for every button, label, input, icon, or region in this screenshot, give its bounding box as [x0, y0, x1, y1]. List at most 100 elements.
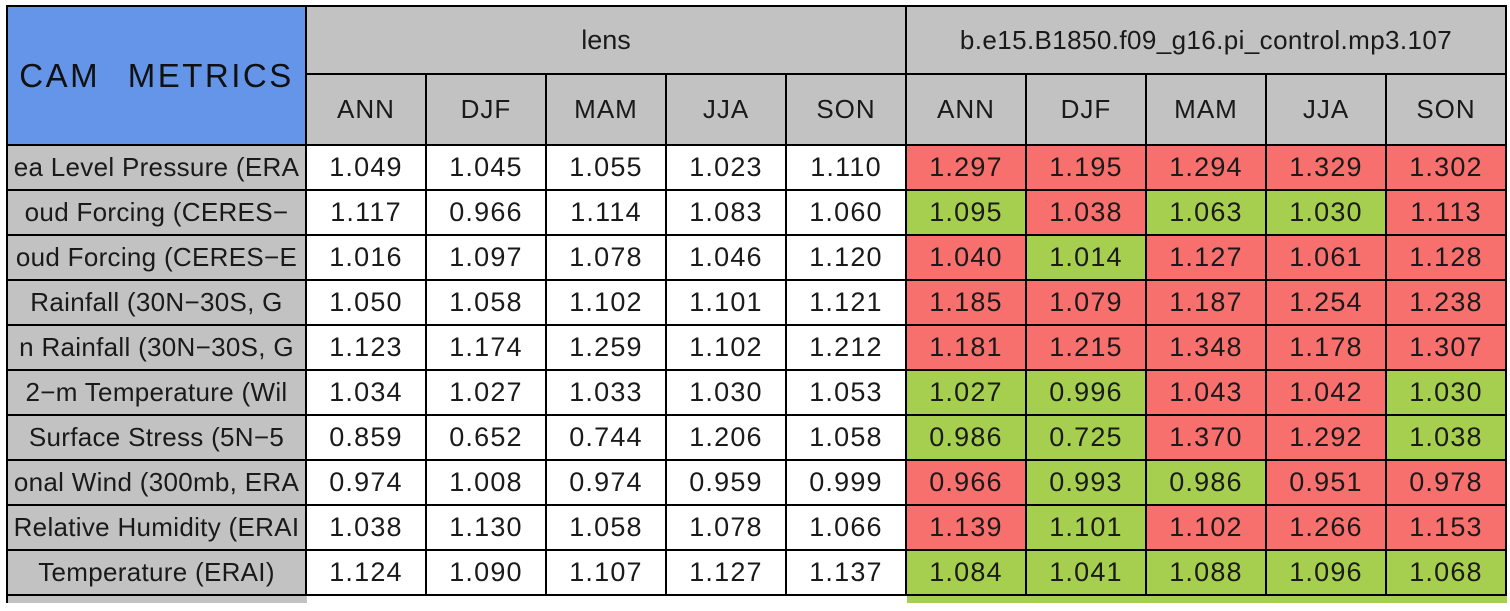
- metric-cell-model: 1.038: [1387, 416, 1507, 461]
- metric-cell-model: 1.088: [1147, 551, 1267, 596]
- metric-cell-model: 1.348: [1147, 326, 1267, 371]
- metric-cell-model: 1.302: [1387, 146, 1507, 191]
- metric-cell-model: 1.113: [1387, 191, 1507, 236]
- metric-cell-lens: 1.078: [547, 236, 667, 281]
- bottom-bleed-strip: [547, 596, 667, 603]
- metric-cell-model: 1.297: [907, 146, 1027, 191]
- metric-cell-model: 0.986: [907, 416, 1027, 461]
- metric-cell-lens: 1.030: [667, 371, 787, 416]
- metric-cell-lens: 1.110: [787, 146, 907, 191]
- bottom-bleed-strip: [1027, 596, 1147, 603]
- metric-cell-lens: 1.259: [547, 326, 667, 371]
- metric-cell-model: 1.238: [1387, 281, 1507, 326]
- cam-metrics-table: CAM METRICS lens b.e15.B1850.f09_g16.pi_…: [6, 5, 1507, 603]
- season-header: ANN: [907, 75, 1027, 146]
- bottom-bleed-strip: [1387, 596, 1507, 603]
- metric-cell-model: 1.084: [907, 551, 1027, 596]
- metric-cell-lens: 0.999: [787, 461, 907, 506]
- metric-cell-model: 1.153: [1387, 506, 1507, 551]
- row-label: n Rainfall (30N−30S, G: [8, 326, 307, 371]
- metric-cell-model: 1.063: [1147, 191, 1267, 236]
- season-header: JJA: [667, 75, 787, 146]
- metric-cell-model: 1.014: [1027, 236, 1147, 281]
- row-label: Surface Stress (5N−5: [8, 416, 307, 461]
- metric-cell-lens: 1.117: [307, 191, 427, 236]
- metric-cell-model: 1.294: [1147, 146, 1267, 191]
- season-header: DJF: [427, 75, 547, 146]
- metric-cell-model: 1.041: [1027, 551, 1147, 596]
- metric-cell-lens: 1.121: [787, 281, 907, 326]
- metric-cell-model: 0.986: [1147, 461, 1267, 506]
- metric-cell-model: 1.329: [1267, 146, 1387, 191]
- metric-cell-model: 1.187: [1147, 281, 1267, 326]
- season-header: SON: [1387, 75, 1507, 146]
- metric-cell-lens: 1.046: [667, 236, 787, 281]
- metric-cell-model: 1.292: [1267, 416, 1387, 461]
- metric-cell-lens: 1.066: [787, 506, 907, 551]
- metric-cell-model: 1.042: [1267, 371, 1387, 416]
- metric-cell-lens: 1.058: [547, 506, 667, 551]
- metric-cell-lens: 1.034: [307, 371, 427, 416]
- metric-cell-model: 1.266: [1267, 506, 1387, 551]
- metric-cell-model: 0.993: [1027, 461, 1147, 506]
- table-title-cell: CAM METRICS: [8, 7, 307, 146]
- metric-cell-lens: 1.058: [787, 416, 907, 461]
- metric-cell-lens: 1.083: [667, 191, 787, 236]
- metric-cell-model: 1.307: [1387, 326, 1507, 371]
- metric-cell-lens: 1.101: [667, 281, 787, 326]
- row-label: Rainfall (30N−30S, G: [8, 281, 307, 326]
- metric-cell-model: 0.725: [1027, 416, 1147, 461]
- metric-cell-lens: 1.107: [547, 551, 667, 596]
- metric-cell-model: 1.040: [907, 236, 1027, 281]
- metric-cell-model: 1.030: [1387, 371, 1507, 416]
- column-group-lens: lens: [307, 7, 907, 75]
- row-label: oud Forcing (CERES−: [8, 191, 307, 236]
- metric-cell-model: 1.178: [1267, 326, 1387, 371]
- metric-cell-model: 1.038: [1027, 191, 1147, 236]
- metric-cell-model: 1.181: [907, 326, 1027, 371]
- metric-cell-model: 1.030: [1267, 191, 1387, 236]
- bottom-bleed-strip: [907, 596, 1027, 603]
- row-label: ea Level Pressure (ERA: [8, 146, 307, 191]
- row-label: onal Wind (300mb, ERA: [8, 461, 307, 506]
- metric-cell-lens: 0.652: [427, 416, 547, 461]
- metric-cell-model: 1.254: [1267, 281, 1387, 326]
- row-label: Temperature (ERAI): [8, 551, 307, 596]
- bottom-bleed-strip: [1147, 596, 1267, 603]
- season-header: SON: [787, 75, 907, 146]
- bottom-bleed-strip: [307, 596, 427, 603]
- metric-cell-model: 1.102: [1147, 506, 1267, 551]
- metric-cell-model: 1.096: [1267, 551, 1387, 596]
- metric-cell-model: 0.978: [1387, 461, 1507, 506]
- metric-cell-lens: 1.078: [667, 506, 787, 551]
- metric-cell-model: 1.215: [1027, 326, 1147, 371]
- metric-cell-lens: 0.974: [547, 461, 667, 506]
- season-header: MAM: [1147, 75, 1267, 146]
- metric-cell-lens: 1.120: [787, 236, 907, 281]
- metric-cell-lens: 1.114: [547, 191, 667, 236]
- metric-cell-model: 1.068: [1387, 551, 1507, 596]
- metric-cell-lens: 1.123: [307, 326, 427, 371]
- metric-cell-lens: 1.008: [427, 461, 547, 506]
- column-group-model: b.e15.B1850.f09_g16.pi_control.mp3.107: [907, 7, 1507, 75]
- bottom-bleed-strip: [787, 596, 907, 603]
- row-label: 2−m Temperature (Wil: [8, 371, 307, 416]
- metric-cell-lens: 1.050: [307, 281, 427, 326]
- metric-cell-lens: 0.859: [307, 416, 427, 461]
- season-header: ANN: [307, 75, 427, 146]
- metric-cell-model: 1.139: [907, 506, 1027, 551]
- metric-cell-model: 1.095: [907, 191, 1027, 236]
- metric-cell-lens: 1.212: [787, 326, 907, 371]
- metric-cell-lens: 1.127: [667, 551, 787, 596]
- metric-cell-lens: 1.097: [427, 236, 547, 281]
- metric-cell-model: 0.951: [1267, 461, 1387, 506]
- bottom-bleed-strip: [1267, 596, 1387, 603]
- metric-cell-lens: 1.174: [427, 326, 547, 371]
- metric-cell-lens: 1.053: [787, 371, 907, 416]
- metric-cell-lens: 1.027: [427, 371, 547, 416]
- metric-cell-lens: 1.023: [667, 146, 787, 191]
- metric-cell-lens: 1.137: [787, 551, 907, 596]
- season-header: DJF: [1027, 75, 1147, 146]
- metric-cell-lens: 1.055: [547, 146, 667, 191]
